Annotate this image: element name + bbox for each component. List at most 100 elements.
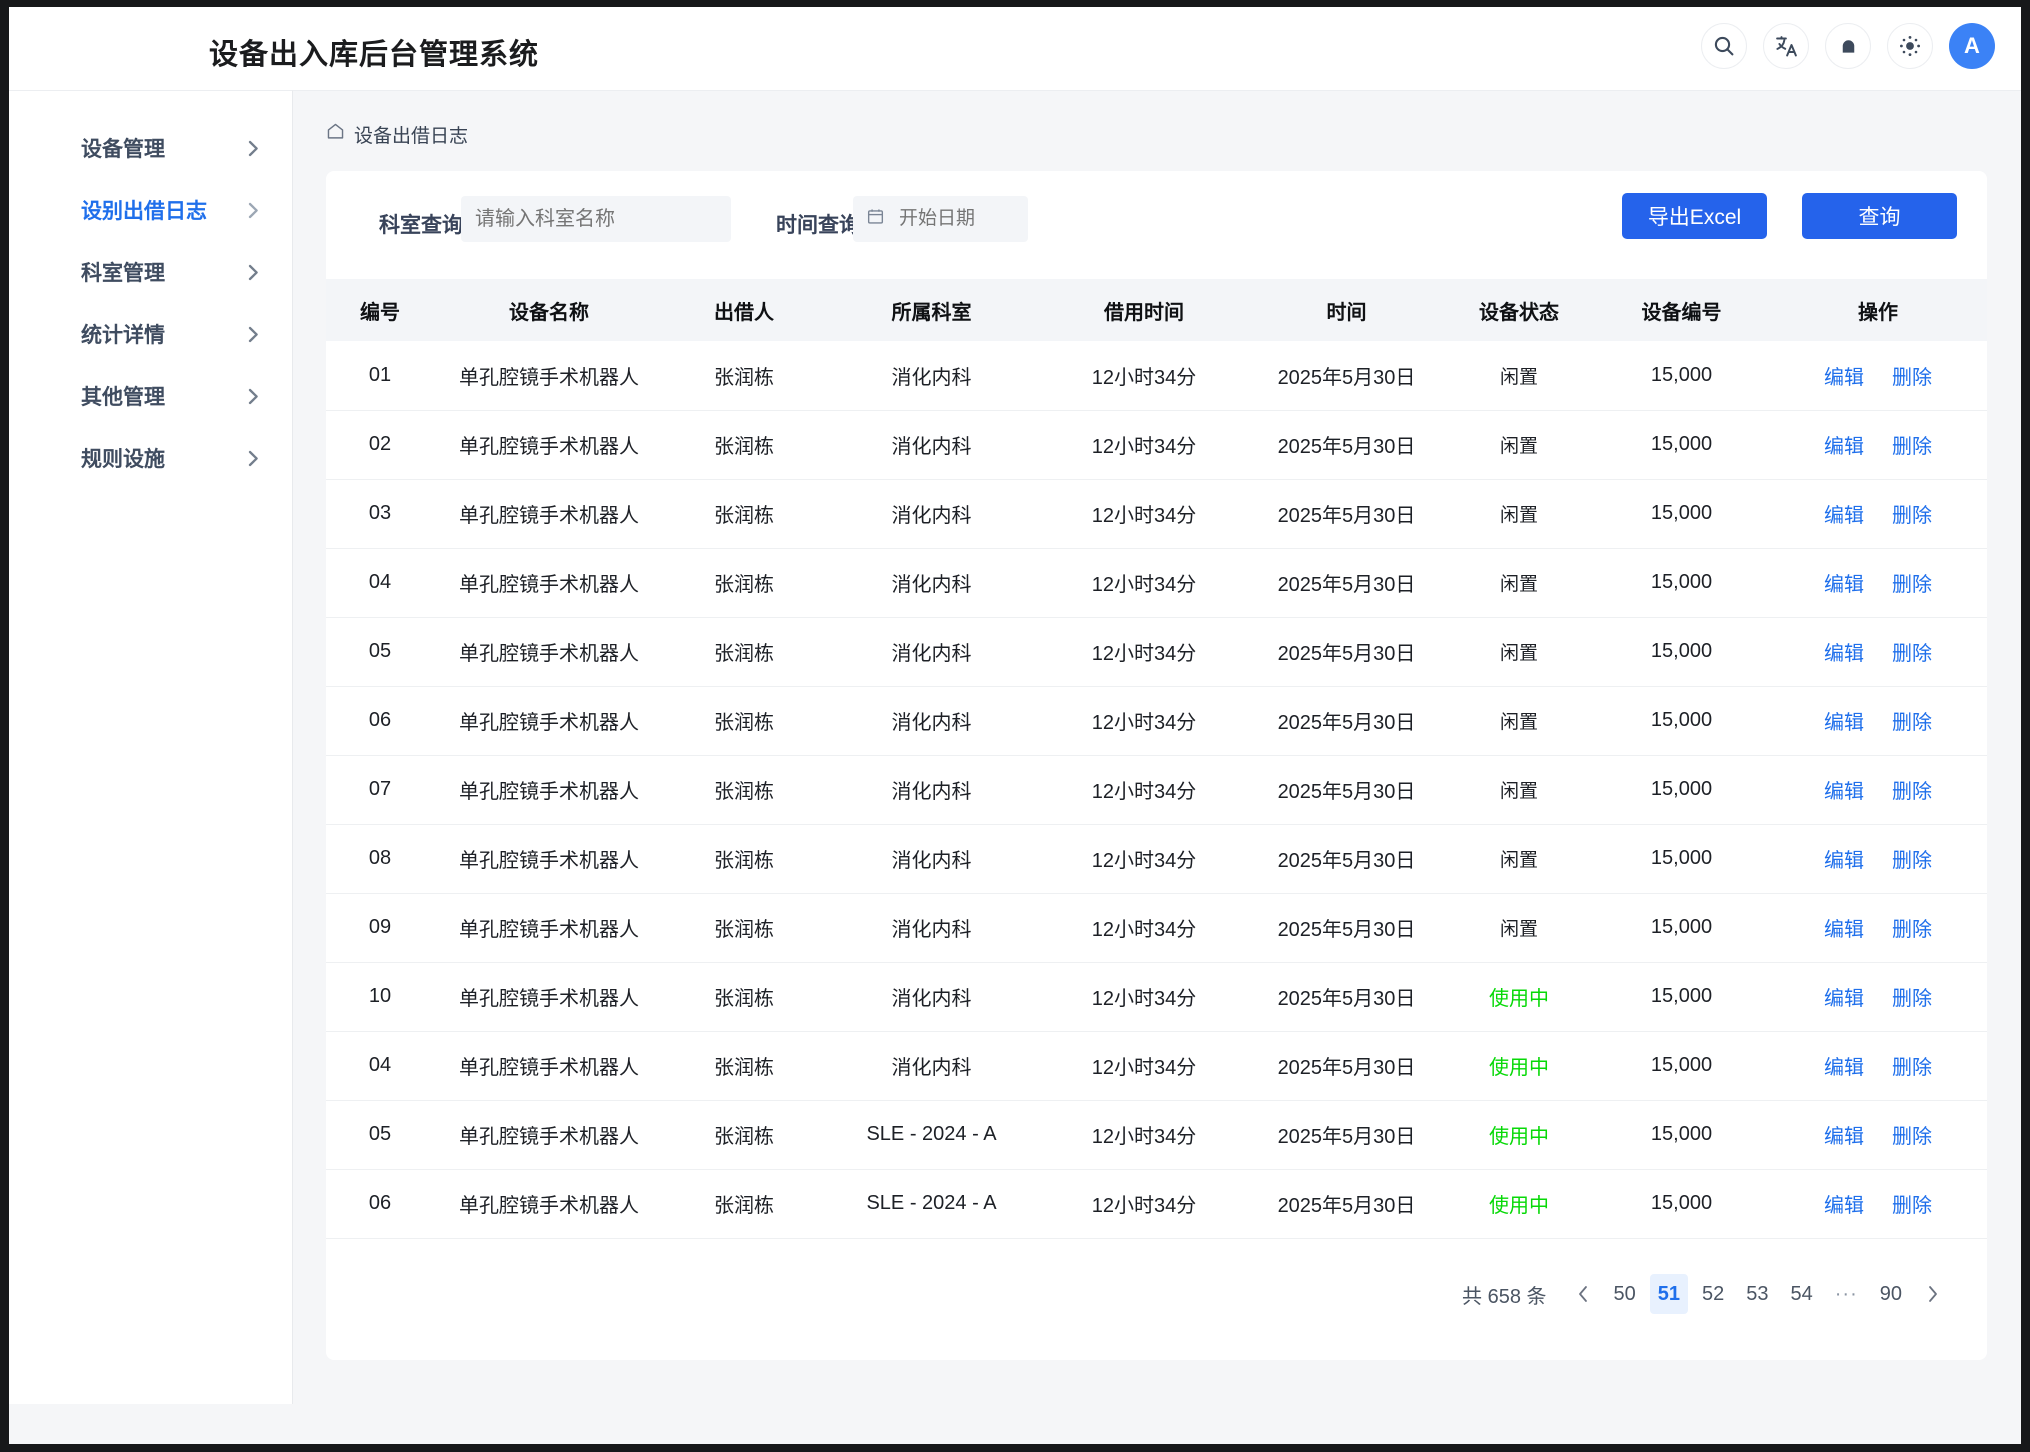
edit-link[interactable]: 编辑	[1824, 781, 1864, 803]
dept-search-input[interactable]	[461, 196, 731, 242]
export-excel-button[interactable]: 导出Excel	[1622, 193, 1767, 239]
delete-link[interactable]: 删除	[1892, 1057, 1932, 1079]
page-button-last[interactable]: 90	[1872, 1274, 1910, 1314]
sidebar-item-equipment-management[interactable]: 设备管理	[9, 117, 292, 179]
cell-borrower: 张润栋	[714, 1126, 774, 1148]
cell-date: 2025年5月30日	[1277, 988, 1416, 1010]
theme-toggle-button[interactable]	[1887, 23, 1933, 69]
dept-filter-label: 科室查询	[379, 214, 463, 237]
prev-page-button[interactable]	[1567, 1284, 1600, 1304]
date-picker[interactable]	[853, 196, 1028, 242]
status-badge: 闲置	[1499, 366, 1538, 388]
time-filter-label: 时间查询	[776, 214, 860, 237]
lending-log-table: 编号 设备名称 出借人 所属科室 借用时间 时间 设备状态 设备编号 操作 01…	[326, 279, 1987, 1239]
notifications-button[interactable]	[1825, 23, 1871, 69]
page-button-54[interactable]: 54	[1783, 1274, 1821, 1314]
query-button[interactable]: 查询	[1802, 193, 1957, 239]
cell-department: 消化内科	[891, 1057, 972, 1079]
delete-link[interactable]: 删除	[1892, 436, 1932, 458]
avatar-initial: A	[1964, 33, 1980, 58]
sidebar-item-lending-log[interactable]: 设别出借日志	[9, 179, 292, 241]
pagination: 共 658 条 50 51 52 53 54 ··· 90	[1462, 1274, 1949, 1314]
cell-actions: 编辑 删除	[1769, 1031, 1987, 1100]
cell-duration: 12小时34分	[1091, 781, 1197, 803]
cell-device-code: 15,000	[1650, 640, 1713, 662]
page-button-52[interactable]: 52	[1694, 1274, 1732, 1314]
cell-device: 单孔腔镜手术机器人	[459, 781, 639, 803]
search-button[interactable]	[1701, 23, 1747, 69]
page-title: 设备出入库后台管理系统	[209, 39, 540, 71]
delete-link[interactable]: 删除	[1892, 919, 1932, 941]
sidebar-item-rule-settings[interactable]: 规则设施	[9, 427, 292, 489]
edit-link[interactable]: 编辑	[1824, 712, 1864, 734]
edit-link[interactable]: 编辑	[1824, 850, 1864, 872]
edit-link[interactable]: 编辑	[1824, 919, 1864, 941]
chevron-right-icon	[247, 139, 260, 158]
cell-duration: 12小时34分	[1091, 505, 1197, 527]
delete-link[interactable]: 删除	[1892, 643, 1932, 665]
chevron-right-icon	[247, 387, 260, 406]
table-row: 01 单孔腔镜手术机器人 张润栋 消化内科 12小时34分 2025年5月30日 闲置 15,…	[326, 341, 1987, 410]
table-body: 01 单孔腔镜手术机器人 张润栋 消化内科 12小时34分 2025年5月30日 闲置 15,…	[326, 341, 1987, 1238]
cell-department: SLE - 2024 - A	[866, 1123, 997, 1145]
cell-duration: 12小时34分	[1091, 1195, 1197, 1217]
edit-link[interactable]: 编辑	[1824, 574, 1864, 596]
edit-link[interactable]: 编辑	[1824, 1126, 1864, 1148]
delete-link[interactable]: 删除	[1892, 1195, 1932, 1217]
column-header-actions: 操作	[1858, 301, 1898, 324]
sidebar-item-other-management[interactable]: 其他管理	[9, 365, 292, 427]
column-header-borrower: 出借人	[714, 301, 774, 324]
cell-device: 单孔腔镜手术机器人	[459, 712, 639, 734]
cell-date: 2025年5月30日	[1277, 643, 1416, 665]
page-button-53[interactable]: 53	[1738, 1274, 1776, 1314]
delete-link[interactable]: 删除	[1892, 505, 1932, 527]
avatar[interactable]: A	[1949, 23, 1995, 69]
status-badge: 闲置	[1499, 436, 1538, 457]
sidebar-item-label: 规则设施	[81, 448, 165, 471]
edit-link[interactable]: 编辑	[1824, 1195, 1864, 1217]
delete-link[interactable]: 删除	[1892, 366, 1932, 389]
sidebar-item-label: 统计详情	[81, 324, 165, 347]
cell-department: 消化内科	[891, 643, 972, 665]
table-row: 04 单孔腔镜手术机器人 张润栋 消化内科 12小时34分 2025年5月30日 使用中 15…	[326, 1031, 1987, 1100]
edit-link[interactable]: 编辑	[1824, 1057, 1864, 1079]
chevron-right-icon	[247, 263, 260, 282]
cell-department: 消化内科	[891, 366, 972, 389]
delete-link[interactable]: 删除	[1892, 781, 1932, 803]
edit-link[interactable]: 编辑	[1824, 643, 1864, 665]
delete-link[interactable]: 删除	[1892, 988, 1932, 1010]
edit-link[interactable]: 编辑	[1824, 436, 1864, 458]
cell-device: 单孔腔镜手术机器人	[459, 1057, 639, 1079]
status-badge: 使用中	[1489, 988, 1549, 1010]
cell-borrower: 张润栋	[714, 574, 774, 596]
status-badge: 闲置	[1499, 643, 1538, 664]
edit-link[interactable]: 编辑	[1824, 505, 1864, 527]
cell-date: 2025年5月30日	[1277, 712, 1416, 734]
cell-id: 01	[368, 363, 392, 386]
edit-link[interactable]: 编辑	[1824, 988, 1864, 1010]
page-button-50[interactable]: 50	[1606, 1274, 1644, 1314]
delete-link[interactable]: 删除	[1892, 574, 1932, 596]
cell-device-code: 15,000	[1650, 847, 1713, 869]
cell-department: 消化内科	[891, 988, 972, 1010]
sidebar-item-department-management[interactable]: 科室管理	[9, 241, 292, 303]
delete-link[interactable]: 删除	[1892, 712, 1932, 734]
table-row: 03 单孔腔镜手术机器人 张润栋 消化内科 12小时34分 2025年5月30日 闲置 15,…	[326, 479, 1987, 548]
start-date-input[interactable]	[899, 208, 1009, 230]
edit-link[interactable]: 编辑	[1824, 366, 1864, 389]
cell-device-code: 15,000	[1650, 363, 1713, 386]
delete-link[interactable]: 删除	[1892, 1126, 1932, 1148]
sidebar: 设备管理 设别出借日志 科室管理 统计详情 其他管理	[9, 90, 293, 1404]
column-header-id: 编号	[360, 301, 400, 324]
sidebar-item-statistics[interactable]: 统计详情	[9, 303, 292, 365]
next-page-button[interactable]	[1916, 1284, 1949, 1304]
chevron-right-icon	[247, 325, 260, 344]
language-button[interactable]	[1763, 23, 1809, 69]
chevron-right-icon	[247, 201, 260, 220]
page-button-51[interactable]: 51	[1649, 1274, 1689, 1314]
cell-device: 单孔腔镜手术机器人	[459, 919, 639, 941]
status-badge: 闲置	[1499, 574, 1538, 595]
status-badge: 闲置	[1499, 850, 1538, 871]
delete-link[interactable]: 删除	[1892, 850, 1932, 872]
cell-actions: 编辑 删除	[1769, 1169, 1987, 1238]
